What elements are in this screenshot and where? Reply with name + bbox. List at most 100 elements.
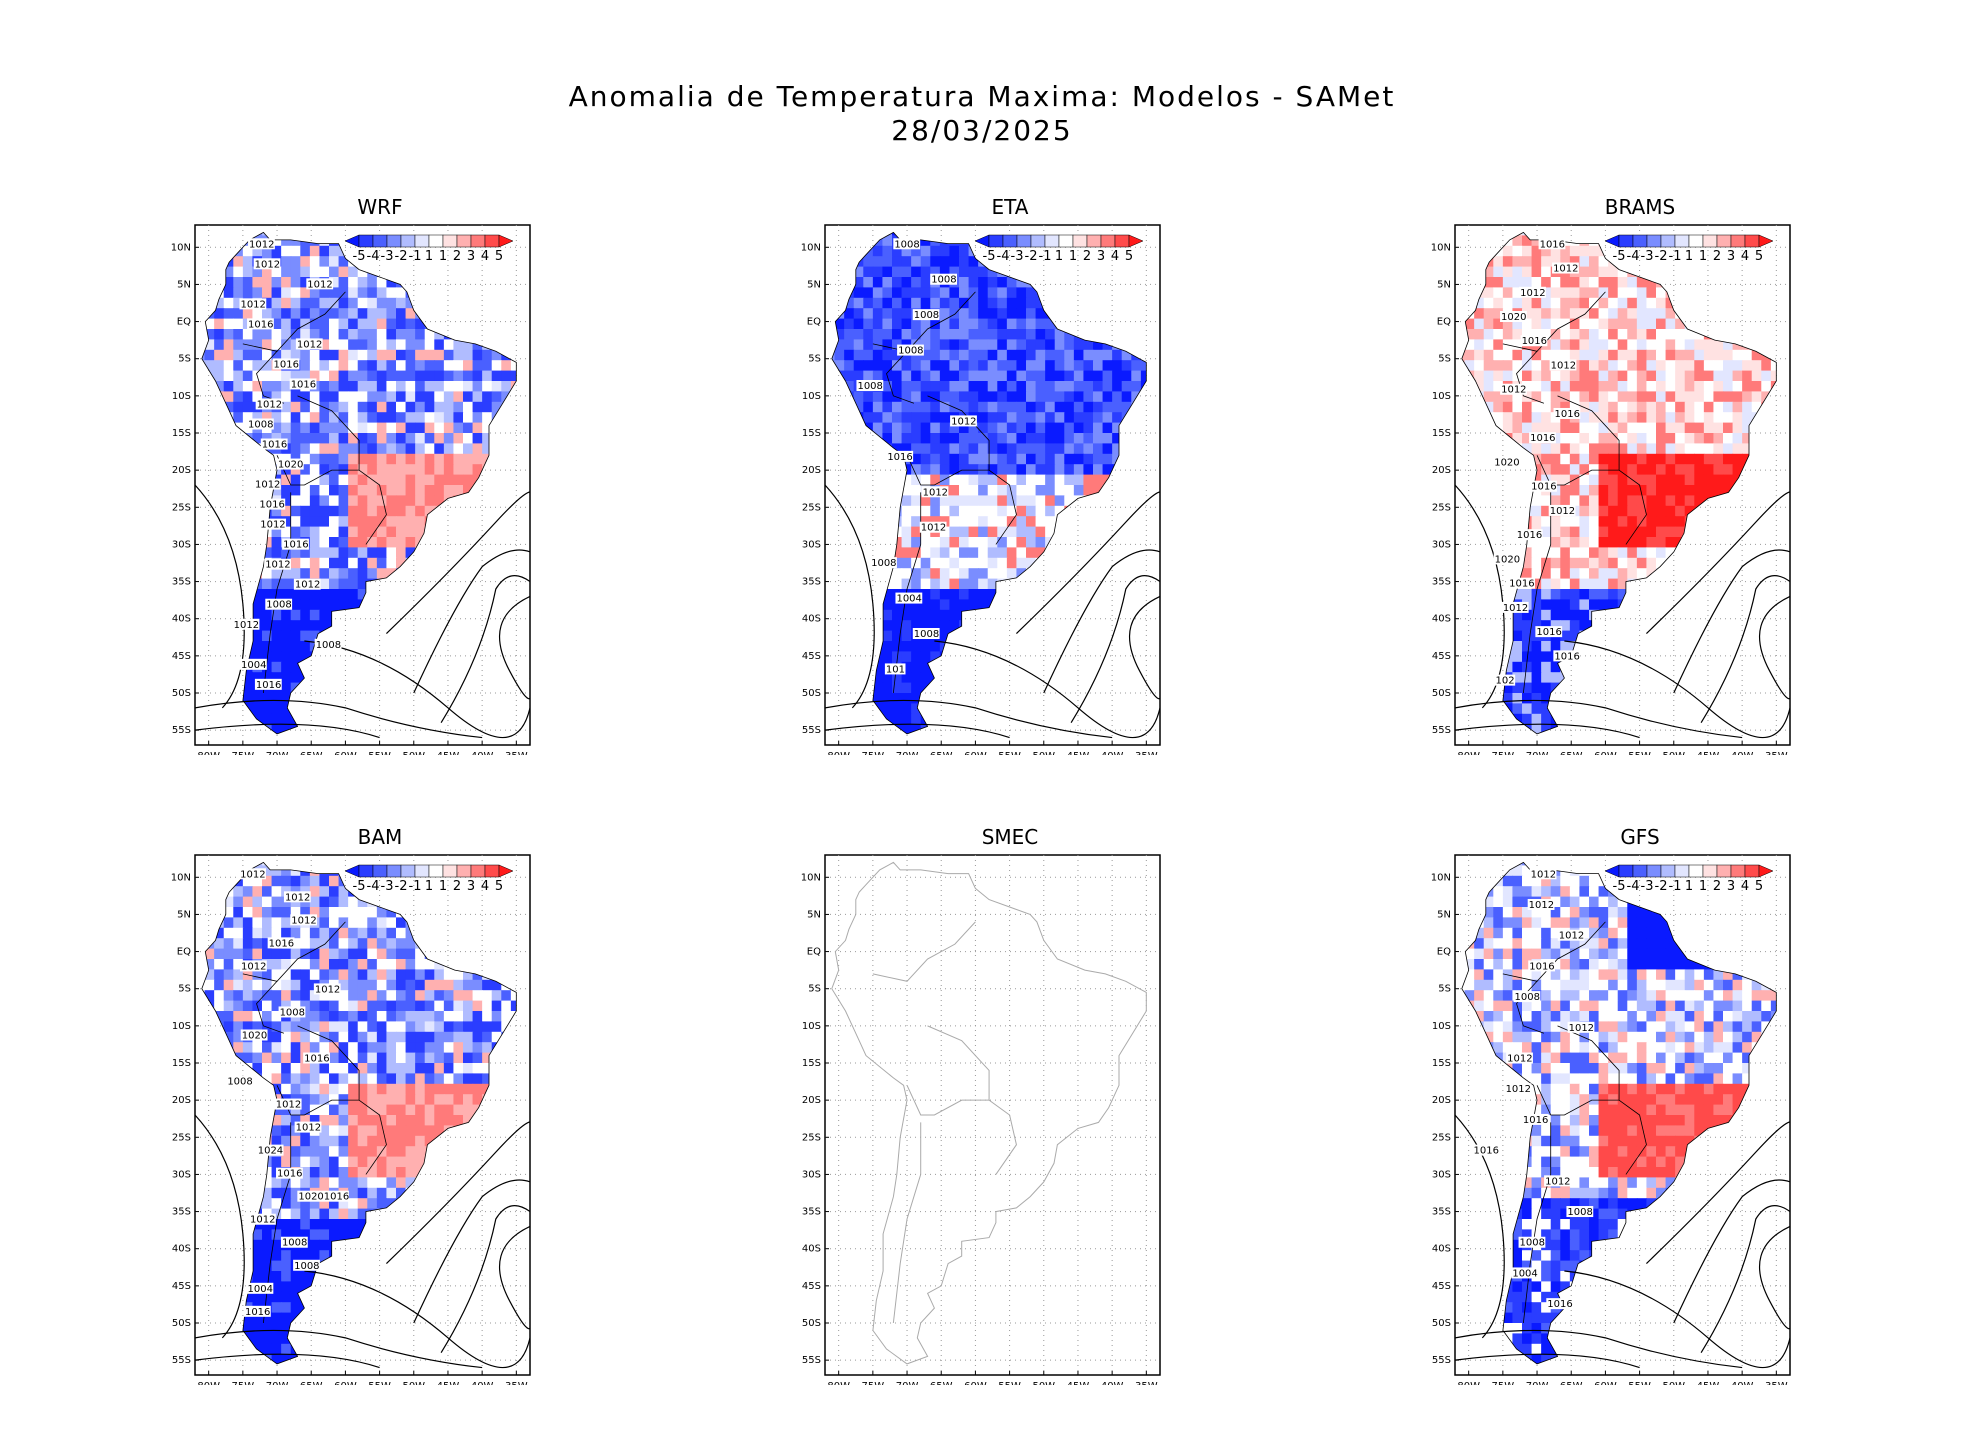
lat-tick-label: 5S (1438, 984, 1451, 995)
colorbar-label: 4 (481, 879, 489, 894)
contour-label: 1016 (304, 1054, 329, 1065)
longitude-ticks: 80W 75W 70W 65W 60W 55W 50W 45W 40W 35W (197, 1371, 528, 1385)
contour-label: 1016 (887, 452, 912, 463)
contour-label: 1008 (857, 381, 882, 392)
lon-tick-label: 70W (1526, 751, 1549, 755)
lat-tick-label: 5S (178, 984, 191, 995)
lon-tick-label: 60W (964, 751, 987, 755)
lat-tick-label: 25S (802, 1132, 821, 1143)
lon-tick-label: 70W (1526, 1381, 1549, 1385)
map-panel-gfs: GFS 1012 1012 1012 1016 1008 1012 1012 1012 1016 1… (1425, 825, 1855, 1385)
colorbar: -5 -4 -3 -2 -1 1 1 2 3 4 5 (974, 234, 1144, 264)
lat-tick-label: 10N (1431, 872, 1451, 883)
lon-tick-label: 70W (896, 751, 919, 755)
lon-tick-label: 55W (998, 1381, 1021, 1385)
colorbar-label: -3 (381, 249, 394, 264)
latitude-ticks: 10N 5N EQ 5S 10S 15S 20S 25S 30S 35S 40S 45S 50S 55S (801, 242, 829, 736)
lat-tick-label: 35S (1432, 1207, 1451, 1218)
lat-tick-label: 5S (1438, 354, 1451, 365)
figure-date: 28/03/2025 (891, 114, 1073, 147)
colorbar-label: -5 (1613, 879, 1626, 894)
lon-tick-label: 70W (266, 1381, 289, 1385)
lat-tick-label: 40S (172, 1244, 191, 1255)
contour-label: 1008 (1567, 1207, 1592, 1218)
colorbar-label: 4 (1111, 249, 1119, 264)
contour-label: 1008 (280, 1007, 305, 1018)
lat-tick-label: 10N (171, 872, 191, 883)
lat-tick-label: 10S (1432, 391, 1451, 402)
contour-label: 1008 (931, 275, 956, 286)
lat-tick-label: 15S (172, 428, 191, 439)
coastline (831, 231, 1147, 735)
latitude-ticks: 10N 5N EQ 5S 10S 15S 20S 25S 30S 35S 40S 45S 50S 55S (171, 872, 199, 1366)
contour-label: 1004 (1512, 1268, 1537, 1279)
contour-label: 1012 (1551, 360, 1576, 371)
map-canvas: 10N 5N EQ 5S 10S 15S 20S 25S 30S 35S 40S 45S 50S 55S 8… (801, 854, 1161, 1385)
colorbar-label: -5 (353, 879, 366, 894)
lon-tick-label: 75W (232, 751, 255, 755)
contour-label: 1012 (260, 520, 285, 531)
lat-tick-label: 55S (1432, 725, 1451, 736)
contour-label: 1016 (1554, 651, 1579, 662)
contour-label: 1020 (1494, 457, 1519, 468)
lat-tick-label: 25S (172, 502, 191, 513)
contour-label: 1016 (1522, 336, 1547, 347)
lat-tick-label: 10N (1431, 242, 1451, 253)
contour-label: 1016 (1555, 409, 1580, 420)
lat-tick-label: 15S (802, 1058, 821, 1069)
lon-tick-label: 50W (1032, 1381, 1055, 1385)
contour-label: 1008 (914, 629, 939, 640)
lat-tick-label: 5N (177, 279, 191, 290)
lon-tick-label: 75W (1492, 1381, 1515, 1385)
lon-tick-label: 45W (1697, 751, 1720, 755)
colorbar-label: 3 (467, 879, 475, 894)
colorbar-label: 3 (467, 249, 475, 264)
contour-label: 1012 (257, 399, 282, 410)
lat-tick-label: 5N (1437, 909, 1451, 920)
contour-label: 1008 (316, 640, 341, 651)
contour-label: 1012 (255, 480, 280, 491)
lat-tick-label: 55S (172, 725, 191, 736)
lon-tick-label: 60W (334, 751, 357, 755)
lat-tick-label: 5S (178, 354, 191, 365)
map-canvas: 1012101210121016101210121008102010161008… (171, 854, 531, 1385)
contour-label: 1004 (248, 1284, 273, 1295)
colorbar-label: 4 (1741, 879, 1749, 894)
contour-label: 1012 (296, 1123, 321, 1134)
lon-tick-label: 50W (1662, 1381, 1685, 1385)
contour-label: 1016 (1531, 482, 1556, 493)
contour-label: 1016 (1474, 1146, 1499, 1157)
contour-labels: 1012101210121016101210121008102010161008… (226, 868, 349, 1318)
contour-label: 1012 (241, 961, 266, 972)
longitude-ticks: 80W 75W 70W 65W 60W 55W 50W 45W 40W 35W (1457, 741, 1788, 755)
figure-title: Anomalia de Temperatura Maxima: Modelos … (568, 80, 1396, 113)
lon-tick-label: 60W (334, 1381, 357, 1385)
contour-label: 1020 (1501, 312, 1526, 323)
contour-label: 1016 (1517, 530, 1542, 541)
map-panel-smec: SMEC 10N 5N EQ 5S 10S 15S 20S 25S 30S 35S 40S 45S 50S… (795, 825, 1225, 1385)
colorbar-label: -2 (1025, 249, 1038, 264)
lat-tick-label: EQ (1437, 947, 1451, 958)
contour-label: 1016 (1509, 579, 1534, 590)
contour-label: 1008 (898, 346, 923, 357)
contour-label: 1012 (1501, 385, 1526, 396)
contour-label: 1020 (278, 460, 303, 471)
contour-label: 101 (886, 664, 905, 675)
lon-tick-label: 55W (1628, 751, 1651, 755)
lon-tick-label: 60W (1594, 1381, 1617, 1385)
contour-label: 1008 (282, 1238, 307, 1249)
contour-label: 1016 (256, 680, 281, 691)
panel-title: SMEC (981, 825, 1039, 849)
contour-label: 1008 (1520, 1238, 1545, 1249)
latitude-ticks: 10N 5N EQ 5S 10S 15S 20S 25S 30S 35S 40S 45S 50S 55S (1431, 242, 1459, 736)
colorbar-label: -4 (1627, 249, 1640, 264)
lat-tick-label: 10S (172, 391, 191, 402)
latitude-ticks: 10N 5N EQ 5S 10S 15S 20S 25S 30S 35S 40S 45S 50S 55S (171, 242, 199, 736)
lat-tick-label: 20S (802, 1095, 821, 1106)
contour-label: 1008 (248, 420, 273, 431)
contour-label: 1016 (245, 1307, 270, 1318)
lat-tick-label: 20S (172, 465, 191, 476)
lat-tick-label: 55S (172, 1355, 191, 1366)
lat-tick-label: 20S (802, 465, 821, 476)
colorbar-label: -3 (1011, 249, 1024, 264)
